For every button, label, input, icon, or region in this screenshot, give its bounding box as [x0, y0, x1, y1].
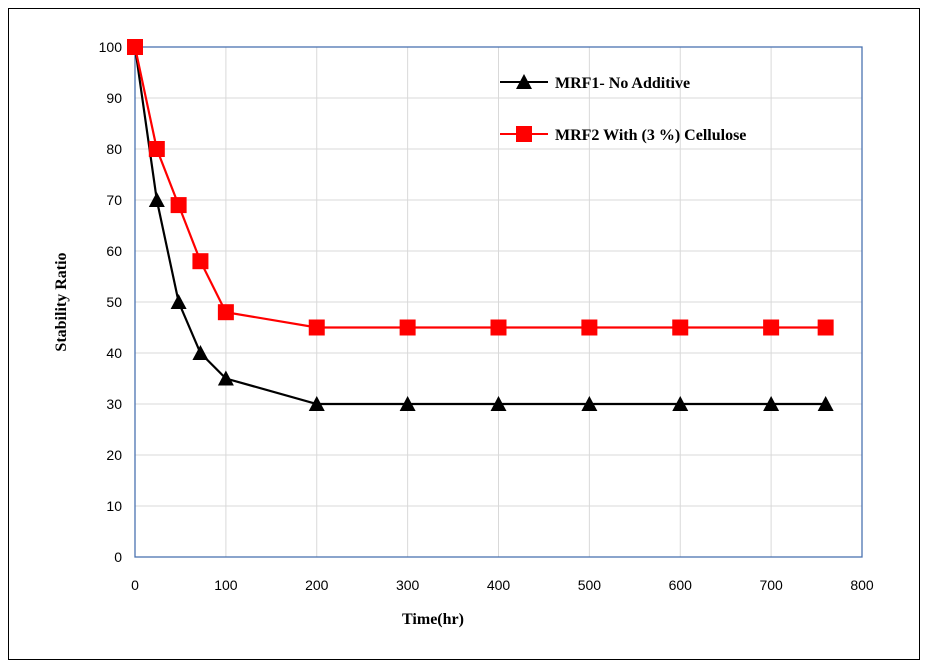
x-tick-label: 800 — [850, 577, 874, 593]
y-tick-label: 20 — [106, 447, 122, 463]
data-point — [672, 319, 689, 336]
y-tick-label: 60 — [106, 243, 122, 259]
data-point — [170, 197, 187, 214]
data-point — [148, 141, 165, 157]
data-point — [817, 319, 834, 336]
legend-label-mrf1: MRF1- No Additive — [555, 75, 690, 92]
series-line — [133, 46, 826, 406]
legend-item-mrf1: MRF1- No Additive — [500, 74, 690, 92]
data-point — [581, 319, 598, 336]
series-2 — [127, 39, 834, 336]
data-point — [399, 396, 416, 411]
x-tick-label: 400 — [487, 577, 511, 593]
y-axis-ticks: 0 10 20 30 40 50 60 70 80 90 100 — [99, 39, 123, 565]
series-line — [133, 46, 826, 329]
y-tick-label: 80 — [106, 141, 122, 157]
data-point — [192, 345, 209, 360]
legend-item-mrf2: MRF2 With (3 %) Cellulose — [500, 126, 746, 144]
legend-label-mrf2: MRF2 With (3 %) Cellulose — [555, 127, 746, 144]
x-axis-title: Time(hr) — [402, 611, 464, 628]
legend-marker — [516, 126, 532, 142]
data-point — [192, 253, 209, 270]
series-layer — [127, 39, 834, 411]
data-point — [490, 319, 507, 336]
data-point — [127, 39, 143, 55]
data-point — [148, 192, 165, 207]
grid — [134, 46, 863, 558]
x-tick-label: 600 — [669, 577, 693, 593]
x-tick-label: 100 — [214, 577, 238, 593]
data-point — [308, 319, 325, 336]
data-point — [170, 294, 187, 309]
y-tick-label: 50 — [106, 294, 122, 310]
data-point — [399, 319, 416, 336]
data-point — [763, 319, 780, 336]
data-point — [217, 370, 234, 386]
x-tick-label: 300 — [396, 577, 420, 593]
x-tick-label: 0 — [131, 577, 139, 593]
y-tick-label: 10 — [106, 498, 122, 514]
x-tick-label: 200 — [305, 577, 329, 593]
y-tick-label: 40 — [106, 345, 122, 361]
data-point — [763, 396, 780, 411]
y-tick-label: 30 — [106, 396, 122, 412]
y-tick-label: 0 — [114, 549, 122, 565]
plot-area-border — [134, 46, 863, 558]
y-axis-title: Stability Ratio — [53, 252, 70, 351]
data-point — [817, 396, 834, 411]
legend: MRF1- No Additive MRF2 With (3 %) Cellul… — [500, 74, 746, 144]
data-point — [581, 396, 598, 411]
data-point — [217, 304, 234, 321]
y-tick-label: 90 — [106, 90, 122, 106]
x-tick-label: 700 — [759, 577, 783, 593]
legend-marker — [516, 74, 532, 89]
x-axis-ticks: 0 100 200 300 400 500 600 700 800 — [131, 577, 874, 593]
data-point — [490, 396, 507, 411]
x-tick-label: 500 — [578, 577, 602, 593]
data-point — [308, 396, 325, 411]
y-tick-label: 70 — [106, 192, 122, 208]
series-1 — [127, 39, 834, 411]
y-tick-label: 100 — [99, 39, 123, 55]
data-point — [672, 396, 689, 411]
